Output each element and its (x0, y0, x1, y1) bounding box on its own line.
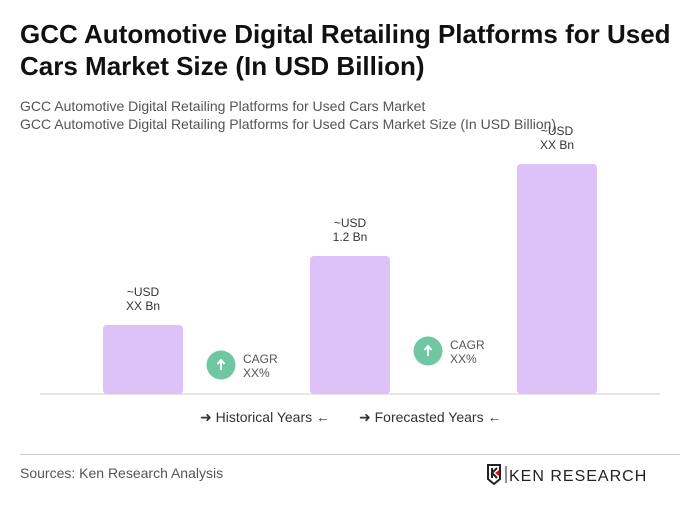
ken-research-logo: KEN RESEARCH (487, 464, 647, 486)
bar (103, 325, 183, 394)
subtitle: GCC Automotive Digital Retailing Platfor… (20, 98, 426, 114)
cagr-value: XX% (243, 366, 270, 380)
arrow-left-icon: ← (483, 409, 502, 425)
data-label: ~USD (127, 285, 160, 299)
arrow-up-icon (423, 344, 433, 356)
arrow-right-icon: ➜ (200, 409, 216, 425)
data-label: ~USD (334, 216, 367, 230)
chart-title: GCC Automotive Digital Retailing Platfor… (20, 19, 671, 81)
cagr-value: XX% (450, 352, 477, 366)
sources: Sources: Ken Research Analysis (20, 465, 224, 481)
legend-historical-label: Historical Years (215, 409, 313, 425)
cagr-label: CAGR (243, 352, 278, 366)
arrow-right-icon: ➜ (359, 409, 375, 425)
bar (310, 256, 390, 394)
divider (20, 454, 680, 455)
cagr-label: CAGR (450, 338, 485, 352)
data-label: ~USD (541, 124, 574, 138)
legend-forecasted: ➜ Forecasted Years ← (359, 409, 501, 426)
logo-text: KEN RESEARCH (509, 468, 647, 485)
arrow-left-icon: ← (312, 409, 331, 425)
data-label: XX Bn (126, 299, 160, 313)
subtitle-2: GCC Automotive Digital Retailing Platfor… (20, 116, 557, 132)
bar (517, 164, 597, 394)
arrow-up-icon (216, 358, 226, 370)
legend-historical: ➜ Historical Years ← (200, 409, 330, 426)
legend-forecasted-label: Forecasted Years (374, 409, 484, 425)
data-label: 1.2 Bn (333, 230, 368, 244)
data-label: XX Bn (540, 138, 574, 152)
